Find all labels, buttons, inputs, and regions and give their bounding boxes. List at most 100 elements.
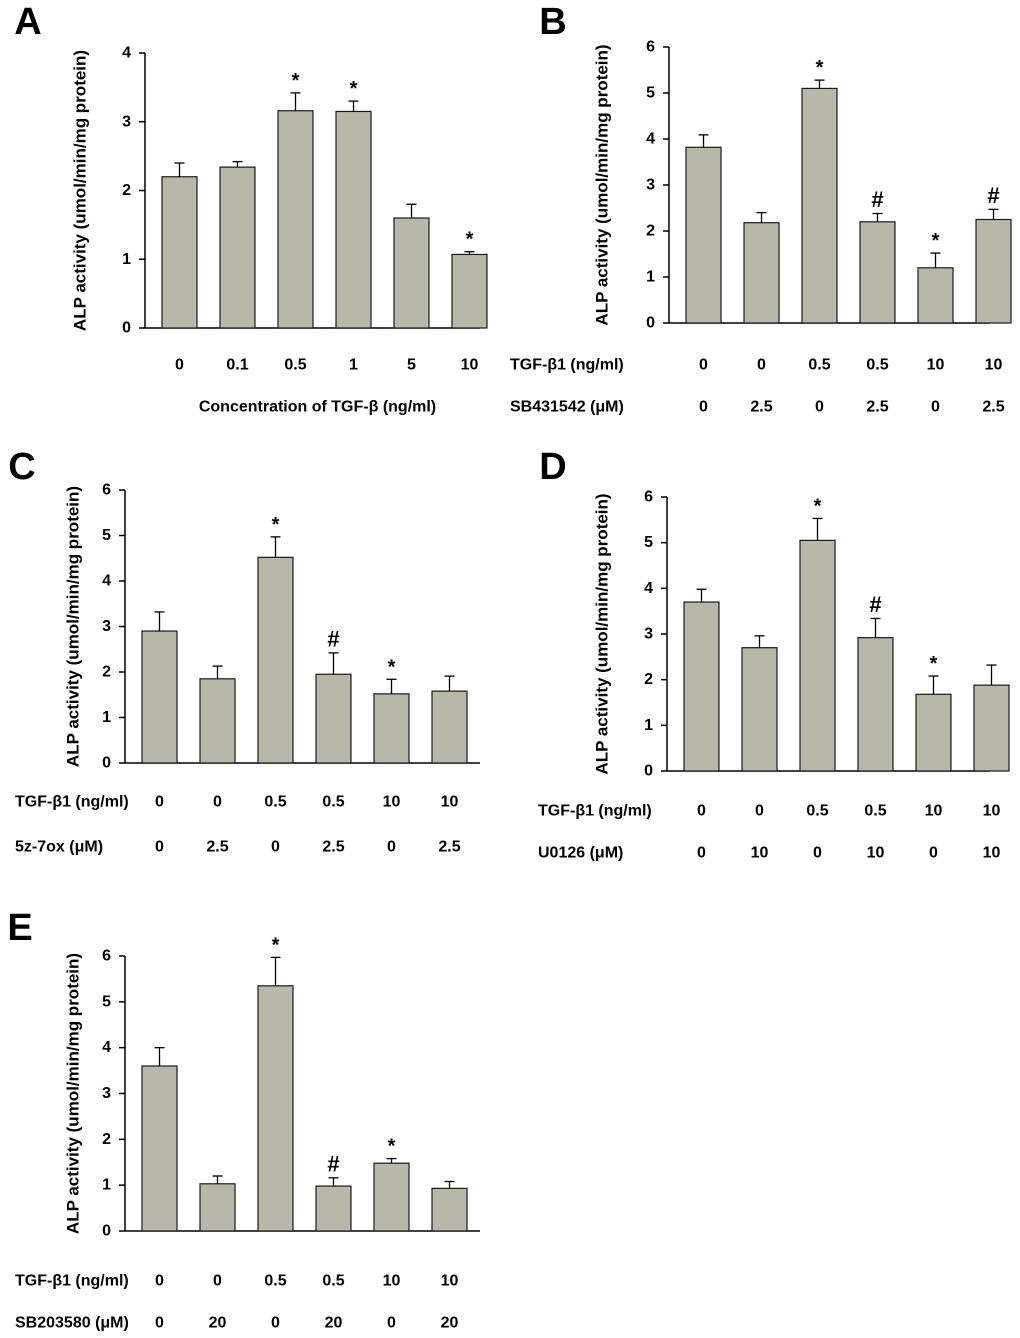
condition-value: 0.5 — [264, 1273, 286, 1290]
bar — [801, 87, 838, 324]
panel-d: D 0 1 2 3 4 5 6 ALP activity (umol/min/mg protei… — [538, 446, 1010, 862]
bar — [373, 693, 410, 764]
bar — [141, 1065, 178, 1232]
condition-value: 0 — [813, 845, 822, 862]
condition-row-label: TGF-β1 (ng/ml) — [538, 803, 652, 820]
significance-star: * — [350, 78, 358, 100]
condition-value: 20 — [441, 1315, 459, 1332]
condition-row-label: SB203580 (μM) — [15, 1315, 129, 1332]
condition-value: 10 — [751, 845, 769, 862]
x-axis-title: Concentration of TGF-β (ng/ml) — [199, 399, 436, 416]
y-tick-label: 4 — [646, 131, 655, 148]
bar — [315, 1185, 352, 1232]
significance-star: * — [388, 1136, 396, 1158]
condition-row-label: TGF-β1 (ng/ml) — [15, 1273, 129, 1290]
condition-value: 2.5 — [438, 839, 460, 856]
condition-row-label: TGF-β1 (ng/ml) — [15, 794, 129, 811]
y-axis-title: ALP activity (umol/min/mg protein) — [64, 953, 83, 1234]
panel-b: B 0 1 2 3 4 5 6 ALP activity (umol/min/mg protei… — [510, 1, 1012, 416]
significance-star: * — [272, 514, 280, 536]
condition-value: 0 — [697, 845, 706, 862]
condition-value: 0 — [757, 357, 766, 374]
bar — [219, 166, 256, 329]
bar — [685, 146, 722, 324]
significance-star: * — [816, 57, 824, 79]
y-tick-label: 0 — [102, 755, 111, 772]
y-axis-title: ALP activity (umol/min/mg protein) — [593, 493, 612, 774]
condition-value: 0 — [155, 1273, 164, 1290]
bar — [141, 630, 178, 764]
y-tick-label: 5 — [102, 993, 111, 1010]
bar — [373, 1162, 410, 1232]
condition-value: 0 — [929, 845, 938, 862]
y-tick-label: 6 — [646, 39, 655, 56]
panel-label: A — [14, 1, 41, 43]
y-tick-label: 1 — [646, 269, 655, 286]
y-tick-label: 2 — [102, 664, 111, 681]
bar — [431, 690, 468, 764]
y-tick-label: 5 — [644, 534, 653, 551]
y-tick-label: 3 — [646, 177, 655, 194]
condition-value: 0 — [755, 803, 764, 820]
condition-value: 2.5 — [750, 399, 772, 416]
condition-value: 0 — [815, 399, 824, 416]
condition-value: 10 — [927, 357, 945, 374]
condition-value: 10 — [441, 1273, 459, 1290]
x-tick-label: 0.1 — [226, 357, 248, 374]
condition-value: 0 — [699, 399, 708, 416]
bar — [315, 673, 352, 764]
panel-e: E 0 1 2 3 4 5 6 ALP activity (umol/min/mg protei… — [7, 907, 480, 1332]
condition-value: 10 — [383, 1273, 401, 1290]
condition-value: 0 — [387, 1315, 396, 1332]
condition-value: 10 — [985, 357, 1003, 374]
y-tick-label: 0 — [646, 315, 655, 332]
significance-star: * — [292, 70, 300, 92]
y-tick-label: 0 — [644, 763, 653, 780]
condition-value: 0.5 — [808, 357, 830, 374]
condition-value: 0.5 — [264, 794, 286, 811]
y-tick-label: 2 — [122, 182, 131, 199]
condition-value: 0 — [155, 794, 164, 811]
condition-value: 0 — [155, 1315, 164, 1332]
condition-row-label: SB431542 (μM) — [510, 399, 624, 416]
y-tick-label: 2 — [644, 671, 653, 688]
bar — [257, 985, 294, 1232]
significance-star: * — [466, 229, 474, 251]
significance-star: * — [272, 934, 280, 956]
bar — [199, 1183, 236, 1232]
bar — [859, 221, 896, 324]
y-tick-label: 4 — [102, 1039, 111, 1056]
y-tick-label: 4 — [102, 573, 111, 590]
condition-value: 0 — [271, 1315, 280, 1332]
bar — [335, 110, 372, 329]
bar — [199, 678, 236, 764]
y-tick-label: 4 — [122, 45, 131, 62]
condition-value: 0 — [387, 839, 396, 856]
bar — [917, 267, 954, 324]
hash-annotation: # — [327, 1151, 339, 1176]
condition-value: 0 — [213, 794, 222, 811]
condition-value: 10 — [983, 803, 1001, 820]
hash-annotation: # — [869, 592, 881, 617]
y-axis-title: ALP activity (umol/min/mg protein) — [593, 44, 612, 325]
significance-star: * — [932, 230, 940, 252]
y-axis-title: ALP activity (umol/min/mg protein) — [71, 50, 90, 331]
y-axis-title: ALP activity (umol/min/mg protein) — [64, 486, 83, 767]
y-tick-label: 3 — [102, 1085, 111, 1102]
bar — [257, 556, 294, 764]
y-tick-label: 3 — [102, 618, 111, 635]
condition-value: 0.5 — [322, 794, 344, 811]
condition-value: 10 — [925, 803, 943, 820]
hash-annotation: # — [327, 626, 339, 651]
condition-value: 0 — [931, 399, 940, 416]
bar — [857, 637, 894, 772]
condition-value: 0.5 — [806, 803, 828, 820]
condition-value: 20 — [209, 1315, 227, 1332]
condition-value: 10 — [441, 794, 459, 811]
condition-value: 0.5 — [322, 1273, 344, 1290]
significance-star: * — [388, 656, 396, 678]
condition-value: 2.5 — [206, 839, 228, 856]
y-tick-label: 1 — [102, 709, 111, 726]
y-tick-label: 5 — [646, 85, 655, 102]
